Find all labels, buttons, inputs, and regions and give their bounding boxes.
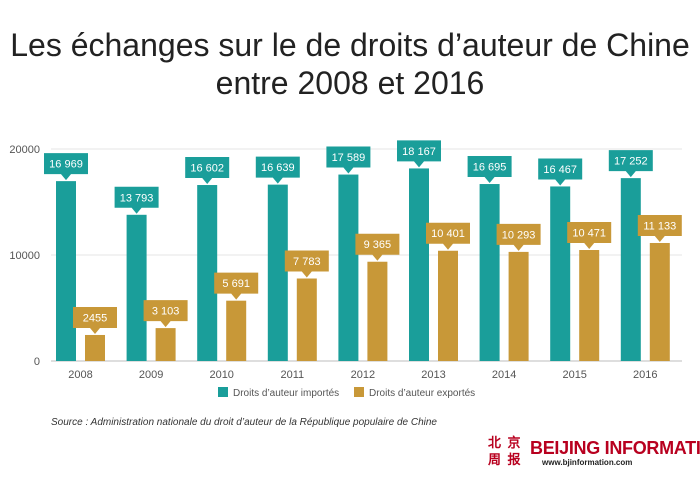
- bar-imported: [409, 168, 429, 361]
- x-tick-label: 2009: [139, 369, 163, 381]
- data-label: 13 793: [120, 192, 154, 204]
- data-label: 7 783: [293, 256, 321, 268]
- data-label-box: [326, 146, 371, 174]
- data-label-box: [538, 158, 583, 186]
- bar-exported: [226, 300, 247, 361]
- data-label: 2455: [83, 312, 107, 324]
- bar-imported: [197, 185, 218, 361]
- data-label: 9 365: [364, 239, 392, 251]
- data-label-box: [608, 150, 653, 178]
- bar-exported: [85, 334, 105, 361]
- data-label-box: [637, 214, 682, 242]
- data-label-box: [114, 186, 159, 214]
- data-label: 16 602: [190, 163, 224, 175]
- data-label-box: [496, 223, 541, 251]
- legend-swatch-exported: [354, 387, 364, 397]
- legend-label-imported: Droits d’auteur importés: [233, 388, 339, 399]
- logo-url: www.bjinformation.com: [542, 458, 633, 467]
- data-label: 10 401: [431, 228, 465, 240]
- data-label: 16 639: [261, 162, 295, 174]
- bar-exported: [438, 250, 458, 361]
- data-label-box: [426, 222, 470, 250]
- y-tick-label: 10000: [9, 250, 40, 262]
- data-label: 16 969: [49, 159, 83, 171]
- legend-swatch-imported: [218, 387, 228, 397]
- logo-seal-top: 北 京: [488, 436, 522, 451]
- data-label: 17 589: [332, 152, 366, 164]
- bar-exported: [296, 278, 317, 361]
- data-label: 10 293: [502, 229, 536, 241]
- data-label-box: [567, 222, 612, 250]
- data-label: 10 471: [572, 228, 606, 240]
- bar-imported: [338, 174, 359, 361]
- bar-imported: [56, 181, 76, 361]
- x-tick-label: 2013: [421, 369, 445, 381]
- logo-name: BEIJING INFORMATION: [530, 438, 700, 458]
- bar-imported: [126, 214, 147, 361]
- bar-exported: [649, 242, 670, 361]
- data-label: 17 252: [614, 156, 648, 168]
- x-tick-label: 2010: [209, 369, 233, 381]
- data-label-box: [355, 233, 400, 261]
- data-label-box: [214, 272, 259, 300]
- chart-title: Les échanges sur le de droits d’auteur d…: [10, 27, 690, 101]
- x-tick-label: 2015: [562, 369, 586, 381]
- data-label: 3 103: [152, 306, 180, 318]
- bar-exported: [367, 261, 388, 361]
- data-label: 16 467: [543, 164, 577, 176]
- logo-seal: 北 京 周 报: [486, 436, 526, 470]
- y-tick-label: 0: [34, 356, 40, 368]
- logo-seal-bottom: 周 报: [488, 453, 522, 468]
- data-label-box: [143, 300, 188, 328]
- bar-exported: [579, 250, 600, 361]
- data-label-box: [44, 153, 88, 181]
- data-label: 18 167: [402, 146, 436, 158]
- bar-imported: [620, 178, 641, 361]
- x-tick-label: 2011: [280, 369, 304, 381]
- data-label-box: [284, 250, 329, 278]
- data-label-box: [397, 140, 441, 168]
- data-label-box: [185, 157, 230, 185]
- bar-chart: 0 10000 20000 2008 16 969 2455 2009 13 793 3 103…: [9, 140, 682, 399]
- y-tick-label: 20000: [9, 144, 40, 156]
- x-tick-label: 2008: [68, 369, 92, 381]
- data-label-box: [73, 306, 117, 334]
- x-tick-label: 2014: [492, 369, 516, 381]
- bar-imported: [479, 184, 500, 361]
- data-label-box: [255, 156, 300, 184]
- beijing-information-logo: 北 京 周 报 BEIJING INFORMATION www.bjinform…: [486, 436, 700, 472]
- data-label-box: [467, 156, 512, 184]
- bar-imported: [550, 186, 571, 361]
- bar-imported: [267, 184, 288, 361]
- x-tick-label: 2016: [633, 369, 657, 381]
- legend-label-exported: Droits d’auteur exportés: [369, 388, 475, 399]
- data-label: 16 695: [473, 162, 507, 174]
- data-label: 11 133: [643, 220, 676, 232]
- bar-exported: [155, 328, 176, 361]
- x-tick-label: 2012: [351, 369, 375, 381]
- source-note: Source : Administration nationale du dro…: [51, 417, 437, 428]
- data-label: 5 691: [222, 278, 250, 290]
- bar-exported: [508, 251, 529, 361]
